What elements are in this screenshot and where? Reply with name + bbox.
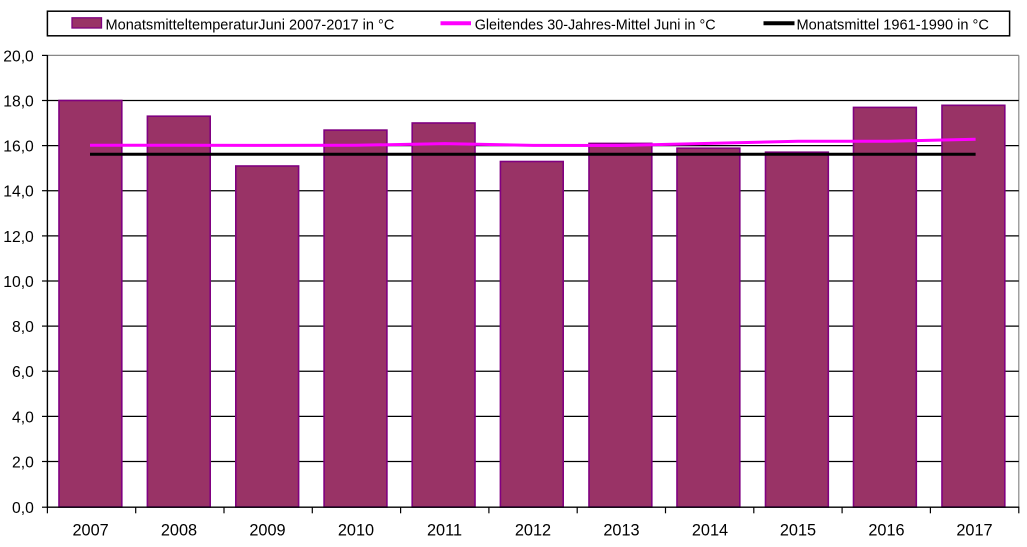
svg-text:16,0: 16,0 [3,139,34,156]
svg-text:2,0: 2,0 [12,455,34,472]
svg-text:2007: 2007 [72,522,108,540]
svg-text:0,0: 0,0 [12,500,34,517]
svg-text:2011: 2011 [427,522,462,540]
svg-text:2013: 2013 [603,522,639,540]
svg-text:4,0: 4,0 [12,409,34,426]
svg-text:18,0: 18,0 [3,94,34,111]
svg-text:2012: 2012 [515,522,551,540]
svg-text:2014: 2014 [692,522,728,540]
svg-text:Gleitendes 30-Jahres-Mittel Ju: Gleitendes 30-Jahres-Mittel Juni in °C [475,18,716,34]
svg-text:10,0: 10,0 [3,274,34,291]
svg-text:14,0: 14,0 [3,184,34,201]
svg-text:20,0: 20,0 [3,48,34,65]
svg-text:12,0: 12,0 [3,229,34,246]
svg-text:2017: 2017 [956,522,992,540]
svg-text:2015: 2015 [780,522,816,540]
svg-text:2010: 2010 [338,522,374,540]
svg-text:6,0: 6,0 [12,364,34,381]
svg-text:Monatsmittel 1961-1990 in °C: Monatsmittel 1961-1990 in °C [797,18,989,34]
svg-text:MonatsmitteltemperaturJuni 200: MonatsmitteltemperaturJuni 2007-2017 in … [106,18,395,34]
svg-text:2016: 2016 [868,522,904,540]
svg-text:8,0: 8,0 [12,319,34,336]
svg-text:2008: 2008 [161,522,197,540]
svg-text:2009: 2009 [249,522,285,540]
